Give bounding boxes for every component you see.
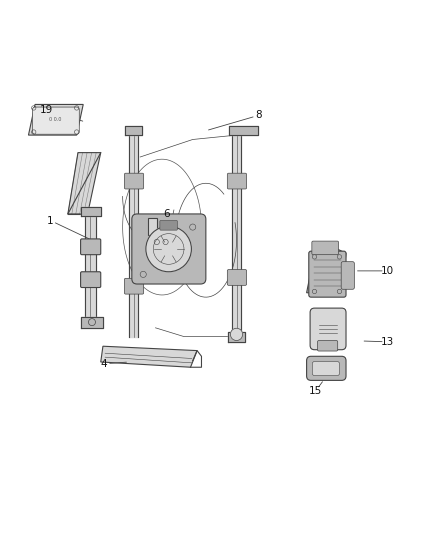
Text: 6: 6 <box>163 209 170 219</box>
Text: 4: 4 <box>101 359 108 369</box>
FancyBboxPatch shape <box>227 270 247 285</box>
FancyBboxPatch shape <box>310 308 346 350</box>
Polygon shape <box>148 219 157 235</box>
Polygon shape <box>307 247 346 293</box>
FancyBboxPatch shape <box>132 214 206 284</box>
FancyBboxPatch shape <box>341 262 354 289</box>
FancyBboxPatch shape <box>312 241 339 255</box>
FancyBboxPatch shape <box>81 272 101 287</box>
FancyBboxPatch shape <box>124 173 144 189</box>
FancyBboxPatch shape <box>160 221 177 230</box>
Polygon shape <box>101 346 197 367</box>
Text: 1: 1 <box>47 215 54 225</box>
FancyBboxPatch shape <box>227 173 247 189</box>
Text: 0 0.0: 0 0.0 <box>49 117 62 122</box>
Circle shape <box>230 328 243 341</box>
Text: 15: 15 <box>309 386 322 397</box>
Polygon shape <box>149 235 182 253</box>
Circle shape <box>146 226 191 272</box>
Text: 8: 8 <box>255 110 262 120</box>
FancyBboxPatch shape <box>81 239 101 255</box>
FancyBboxPatch shape <box>312 361 339 376</box>
FancyBboxPatch shape <box>124 278 144 294</box>
Text: 19: 19 <box>39 104 53 115</box>
Polygon shape <box>28 104 83 135</box>
Text: 13: 13 <box>381 337 394 347</box>
Text: 10: 10 <box>381 266 394 276</box>
Polygon shape <box>68 152 101 214</box>
FancyBboxPatch shape <box>309 251 346 297</box>
FancyBboxPatch shape <box>307 356 346 381</box>
FancyBboxPatch shape <box>318 341 338 351</box>
FancyBboxPatch shape <box>32 107 79 134</box>
